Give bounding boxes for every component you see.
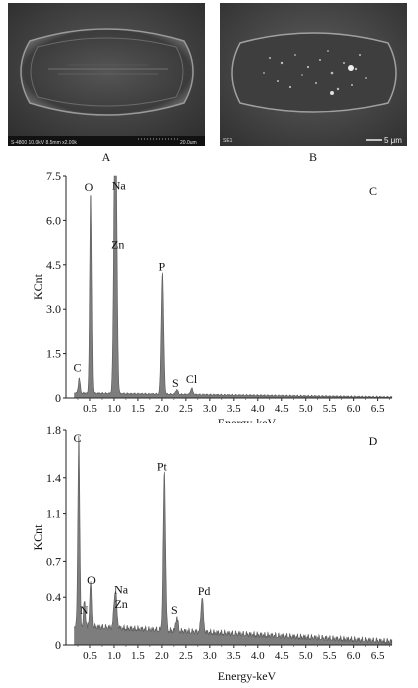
spectrum-d-xtick-label: 2.0 <box>155 650 169 662</box>
spectrum-c-peak-label: Cl <box>186 372 198 386</box>
spectrum-c-ytick-label: 1.5 <box>46 347 61 361</box>
spectrum-c-xtick-label: 5.0 <box>299 403 313 415</box>
eds-spectrum-c: 0 1.5 3.0 4.5 6.0 7.5 0.5 1.0 1.5 2.0 2.5 3.0 3.5 4.0… <box>0 168 418 423</box>
spectrum-c-xtick-label: 5.5 <box>323 403 337 415</box>
spectrum-d-ylabel: KCnt <box>31 524 45 551</box>
spectrum-c-xtick-label: 6.5 <box>371 403 385 415</box>
spectrum-c-ytick-label: 3.0 <box>46 302 61 316</box>
spectrum-c-ytick-label: 6.0 <box>46 213 61 227</box>
spectrum-c-peak-label: Na <box>112 178 127 192</box>
spectrum-d-ytick-label: 0 <box>55 638 61 652</box>
spectrum-d-ytick-label: 0.4 <box>46 590 61 604</box>
spectrum-d-ytick-label: 1.4 <box>46 471 61 485</box>
spectrum-c-curve <box>74 175 393 399</box>
sem-b-particles <box>263 50 367 91</box>
spectrum-d-peak-label: C <box>73 431 81 445</box>
spectrum-d-xtick-label: 0.5 <box>83 650 97 662</box>
eds-spectrum-d: 0 0.4 0.7 1.1 1.4 1.8 0.5 1.0 1.5 2.0 2.5 3.0 3.5 4.0… <box>0 420 418 688</box>
spectrum-d-peak-label: O <box>87 573 96 587</box>
spectrum-c-ytick-label: 4.5 <box>46 258 61 272</box>
spectrum-d-xtick-label: 1.0 <box>107 650 121 662</box>
spectrum-c-peak-label: C <box>73 360 81 374</box>
spectrum-d-peak-label: Zn <box>114 597 127 611</box>
spectrum-c-xtick-label: 1.0 <box>107 403 121 415</box>
spectrum-c-peak-label: P <box>159 260 166 274</box>
eds-spectrum-d-svg: 0 0.4 0.7 1.1 1.4 1.8 0.5 1.0 1.5 2.0 2.5 3.0 3.5 4.0… <box>31 423 393 683</box>
spectrum-d-xtick-label: 3.5 <box>227 650 241 662</box>
spectrum-d-xtick-label: 4.0 <box>251 650 265 662</box>
sem-image-a: S-4800 10.0kV 8.5mm x2.00k 20.0um <box>8 3 205 146</box>
spectrum-d-xtick-label: 1.5 <box>131 650 145 662</box>
spectrum-c-xlabel: Energy-keV <box>218 416 277 423</box>
spectrum-c-peak-label: S <box>172 376 179 390</box>
spectrum-d-peak-label: S <box>171 603 178 617</box>
spectrum-d-xtick-label: 3.0 <box>203 650 217 662</box>
spectrum-c-xtick-label: 2.5 <box>179 403 193 415</box>
spectrum-d-peak-label: Na <box>114 583 129 597</box>
spectrum-d-xtick-label: 2.5 <box>179 650 193 662</box>
spectrum-c-ylabel: KCnt <box>31 273 45 300</box>
spectrum-d-ytick-label: 0.7 <box>46 554 61 568</box>
spectrum-d-xlabel: Energy-keV <box>218 669 277 683</box>
spectrum-c-peak-label: Zn <box>111 238 124 252</box>
spectrum-d-peak-label: Pt <box>157 460 168 474</box>
eds-spectrum-c-svg: 0 1.5 3.0 4.5 6.0 7.5 0.5 1.0 1.5 2.0 2.5 3.0 3.5 4.0… <box>31 169 393 423</box>
spectrum-d-peak-label: N <box>80 603 89 617</box>
spectrum-c-xtick-label: 3.5 <box>227 403 241 415</box>
sem-a-scale-text: 20.0um <box>180 140 197 146</box>
spectrum-d-xtick-label: 5.5 <box>323 650 337 662</box>
spectrum-c-xtick-label: 2.0 <box>155 403 169 415</box>
spectrum-c-peak-label: O <box>85 180 94 194</box>
sem-micrograph-b: SE1 5 μm <box>220 3 407 146</box>
sem-image-b: SE1 5 μm <box>220 3 407 146</box>
sem-b-bright-particle <box>348 65 354 71</box>
spectrum-c-xtick-label: 4.5 <box>275 403 289 415</box>
spectrum-c-xtick-label: 3.0 <box>203 403 217 415</box>
spectrum-d-panel-label: D <box>369 434 378 448</box>
sem-micrograph-a: S-4800 10.0kV 8.5mm x2.00k 20.0um <box>8 3 205 146</box>
spectrum-d-xtick-label: 4.5 <box>275 650 289 662</box>
panel-b-caption: B <box>308 150 317 164</box>
spectrum-c-ytick-label: 0 <box>55 391 61 405</box>
spectrum-d-curve <box>74 435 393 646</box>
sem-a-info-bar: S-4800 10.0kV 8.5mm x2.00k <box>11 140 77 146</box>
spectrum-c-xtick-label: 4.0 <box>251 403 265 415</box>
spectrum-d-ytick-label: 1.8 <box>46 423 61 437</box>
sem-b-detector-label: SE1 <box>223 138 233 144</box>
spectrum-d-ytick-label: 1.1 <box>46 507 61 521</box>
sem-b-particle-cluster <box>330 91 334 95</box>
spectrum-d-peak-label: Pd <box>198 584 211 598</box>
spectrum-c-xtick-label: 0.5 <box>83 403 97 415</box>
spectrum-d-xtick-label: 6.5 <box>371 650 385 662</box>
spectrum-d-xtick-label: 5.0 <box>299 650 313 662</box>
sem-b-scale-text: 5 μm <box>384 136 402 145</box>
spectrum-c-panel-label: C <box>369 184 377 198</box>
spectrum-c-xtick-label: 1.5 <box>131 403 145 415</box>
spectrum-c-xtick-label: 6.0 <box>347 403 361 415</box>
panel-a-caption: A <box>101 150 111 164</box>
spectrum-c-ytick-label: 7.5 <box>46 169 61 183</box>
spectrum-d-xtick-label: 6.0 <box>347 650 361 662</box>
